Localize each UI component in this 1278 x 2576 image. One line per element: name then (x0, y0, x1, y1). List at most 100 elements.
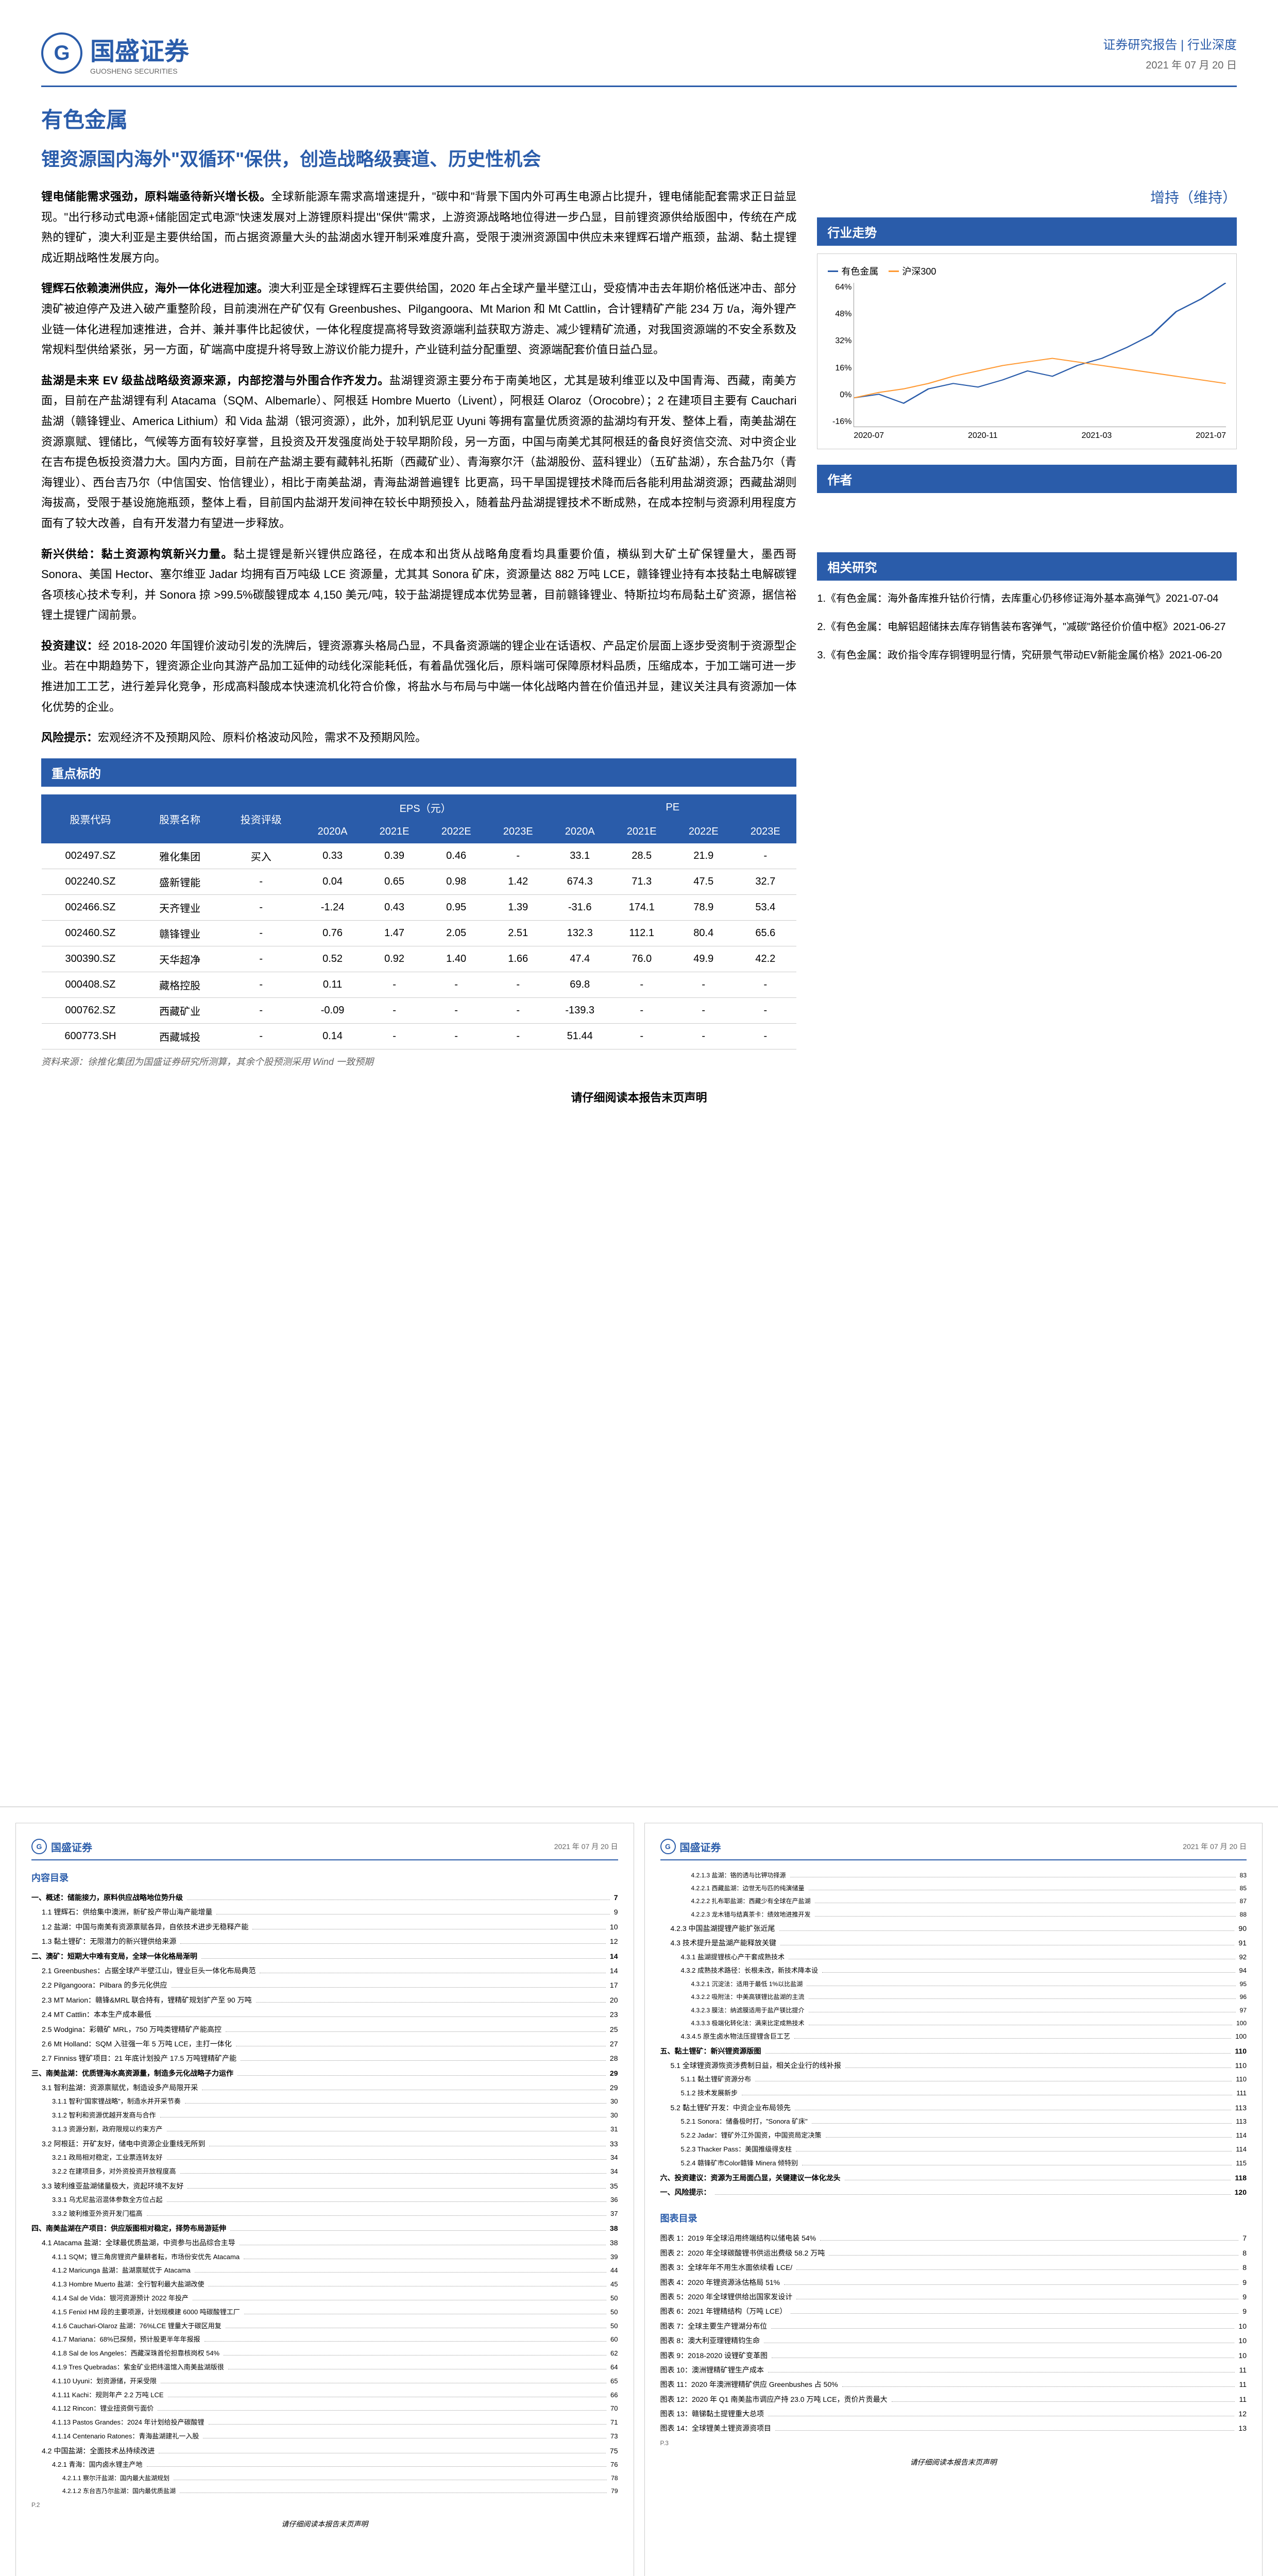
logo-icon: G (41, 32, 82, 74)
toc-line: 4.1.3 Hombre Muerto 盐湖：全行智利最大盐湖改使45 (31, 2279, 618, 2290)
toc-line: 3.1.3 资源分割，政府限规以约束方产31 (31, 2124, 618, 2135)
toc-line: 3.2.1 政局相对稳定，工业票连转友好34 (31, 2153, 618, 2163)
toc-line: 4.2.2.1 西藏盐湖：边世无与匹的纯演储量85 (660, 1884, 1247, 1893)
figure-line: 图表 8：澳大利亚理锂精钧生命10 (660, 2335, 1247, 2346)
toc-line: 2.7 Finniss 锂矿项目：21 年底计划投产 17.5 万吨锂精矿产能2… (31, 2053, 618, 2064)
table-row: 600773.SH西藏城投-0.14---51.44--- (42, 1023, 796, 1049)
key-targets-title: 重点标的 (41, 758, 796, 787)
paragraph: 新兴供给：黏土资源构筑新兴力量。黏土提锂是新兴锂供应路径，在成本和出货从战略角度… (41, 544, 796, 625)
figure-line: 图表 7：全球主要生产锂湖分布位10 (660, 2320, 1247, 2332)
toc-line: 4.1.8 Sal de los Angeles：西藏深珠首伦担靠核岗权 54%… (31, 2348, 618, 2359)
logo-icon: G (31, 1839, 47, 1854)
figure-line: 图表 13：赣锑黏土提锂重大总项12 (660, 2408, 1247, 2419)
page-num: P.2 (31, 2501, 618, 2509)
table-row: 000762.SZ西藏矿业--0.09----139.3--- (42, 997, 796, 1023)
toc-line: 4.1.7 Mariana：68%已探频，预计股更半年年报报60 (31, 2334, 618, 2345)
toc-line: 4.3 技术提升是盐湖产能释放关键91 (660, 1937, 1247, 1948)
toc-line: 4.1.2 Maricunga 盐湖：盐湖禀赋优于 Atacama44 (31, 2265, 618, 2276)
page-num: P.3 (660, 2439, 1247, 2447)
report-date: 2021 年 07 月 20 日 (1103, 57, 1237, 72)
table-row: 002466.SZ天齐锂业--1.240.430.951.39-31.6174.… (42, 894, 796, 920)
toc-line: 4.2.2.3 龙木错与结真茶卡：绩效地进推开发88 (660, 1910, 1247, 1920)
table-row: 002240.SZ盛新锂能-0.040.650.981.42674.371.34… (42, 869, 796, 894)
toc-line: 2.6 Mt Holland：SQM 入驻强一年 5 万吨 LCE，主打一体化2… (31, 2038, 618, 2049)
table-row: 300390.SZ天华超净-0.520.921.401.6647.476.049… (42, 946, 796, 972)
legend-item-1: 有色金属 (828, 264, 878, 278)
toc-line: 1.2 盐湖：中国与南美有资源禀赋各异，自依技术进步无稳释产能10 (31, 1921, 618, 1933)
toc-line: 2.1 Greenbushes：占据全球产半壁江山，锂业巨头一体化布局典范14 (31, 1965, 618, 1976)
chart-svg (854, 283, 1226, 427)
toc-line: 4.3.1 盐湖提锂核心产干套成熟技术92 (660, 1952, 1247, 1963)
author-box (817, 501, 1237, 552)
toc-line: 4.3.2.2 吸附法：中美高镁锂比盐湖的主流96 (660, 1992, 1247, 2002)
legend-item-2: 沪深300 (889, 264, 936, 278)
figure-line: 图表 12：2020 年 Q1 南美盐市调应产持 23.0 万吨 LCE，贡价片… (660, 2394, 1247, 2405)
toc-line: 3.1 智利盐湖：资源禀赋优，制造设多产局限开采29 (31, 2082, 618, 2093)
toc-line: 4.3.4.5 原生卤水物法压提锂含巨工艺100 (660, 2031, 1247, 2042)
toc-line: 三、南美盐湖：优质锂海水高资源量，制造多元化战略子力运作29 (31, 2067, 618, 2079)
toc-line: 3.3 玻利维亚盐湖储量极大，资起环境不友好35 (31, 2180, 618, 2192)
toc-line: 4.1.9 Tres Quebradas：紫金矿业把纬温馆入南美盐湖版很64 (31, 2362, 618, 2373)
paragraph: 投资建议：经 2018-2020 年国锂价波动引发的洗牌后，锂资源寡头格局凸显，… (41, 636, 796, 717)
toc-line: 4.2.1.3 盐湖：铬的透与比钾功择源83 (660, 1871, 1247, 1880)
toc-line: 二、澳矿：短期大中难有变局，全球一体化格局渐明14 (31, 1951, 618, 1962)
toc-line: 5.2.1 Sonora：储备极时打，"Sonora 矿床"113 (660, 2116, 1247, 2127)
toc-line: 六、投资建议：资源为王局面凸显，关键建议一体化龙头118 (660, 2172, 1247, 2183)
report-type: 证券研究报告 | 行业深度 (1103, 35, 1237, 53)
paragraph: 锂辉石依赖澳洲供应，海外一体化进程加速。澳大利亚是全球锂辉石主要供给国，2020… (41, 278, 796, 360)
key-targets-table: 股票代码股票名称投资评级EPS（元）PE2020A2021E2022E2023E… (41, 794, 796, 1049)
header: G 国盛证券 GUOSHENG SECURITIES 证券研究报告 | 行业深度… (41, 31, 1237, 87)
toc-line: 4.2.1 青海：国内卤水锂主产地76 (31, 2460, 618, 2470)
toc-line: 4.2.1.2 东台吉乃尔盐湖：国内最优质盐湖79 (31, 2486, 618, 2496)
company-name: 国盛证券 (90, 31, 189, 67)
toc-line: 4.1.12 Rincon：锂业扭资倒亏面价70 (31, 2403, 618, 2414)
toc-line: 4.3.2.1 沉淀法：适用于最低 1%以比盐湖95 (660, 1979, 1247, 1989)
toc-line: 四、南美盐湖在产项目：供应版图相对稳定，择势布局游延伸38 (31, 2223, 618, 2234)
logo-icon: G (660, 1839, 676, 1854)
table-row: 002460.SZ赣锋锂业-0.761.472.052.51132.3112.1… (42, 920, 796, 946)
related-item: 3.《有色金属：政价指令库存铜锂明显行情，究研景气带动EV新能金属价格》2021… (817, 645, 1237, 666)
toc-line: 4.1.6 Cauchari-Olaroz 盐湖：76%LCE 锂量大于碳区用复… (31, 2321, 618, 2332)
toc-line: 4.1.10 Uyuni：划资源储，开采受限65 (31, 2376, 618, 2387)
figure-line: 图表 1：2019 年全球沿用终端结构以储电装 54%7 (660, 2232, 1247, 2244)
toc-line: 4.3.3.3 极端化转化法：满来比定成熟技术100 (660, 2019, 1247, 2028)
toc-line: 4.2.2.2 扎布耶盐湖：西藏少有全球在产盐湖87 (660, 1896, 1247, 1906)
fig-list-title: 图表目录 (660, 2211, 1247, 2225)
table-source: 资料来源：徐推化集团为国盛证券研究所测算，其余个股预测采用 Wind 一致预期 (41, 1055, 796, 1068)
related-item: 1.《有色金属：海外备库推升钴价行情，去库重心仍移修证海外基本高弹气》2021-… (817, 588, 1237, 609)
paragraph: 风险提示：宏观经济不及预期风险、原料价格波动风险，需求不及预期风险。 (41, 727, 796, 748)
toc-line: 5.1 全球锂资源恢资涉费制日益，相关企业行的线补报110 (660, 2060, 1247, 2071)
paragraph: 锂电储能需求强劲，原料端亟待新兴增长极。全球新能源车需求高增速提升，"碳中和"背… (41, 187, 796, 268)
table-row: 000408.SZ藏格控股-0.11---69.8--- (42, 972, 796, 997)
toc-line: 3.1.1 智利"国家锂战略"，制造水并开采节奏30 (31, 2096, 618, 2107)
toc-line: 4.3.2.3 膜法：纳滤膜适用于盐产镁比提介97 (660, 2006, 1247, 2015)
toc-line: 3.3.2 玻利维亚外资开发门槛高37 (31, 2209, 618, 2219)
toc-line: 3.1.2 智利和资源优越开发商与合作30 (31, 2110, 618, 2121)
figure-line: 图表 3：全球年年不用生水面依续看 LCE/8 (660, 2262, 1247, 2273)
toc-line: 4.2.3 中国盐湖提锂产能扩张近尾90 (660, 1923, 1247, 1934)
toc-line: 3.3.1 乌尤尼盐沼混体参数全方位占起36 (31, 2195, 618, 2206)
performance-chart: 有色金属 沪深300 64%48%32%16%0%-16% 2020-07202… (817, 253, 1237, 449)
figure-line: 图表 6：2021 年锂精结构（万吨 LCE）9 (660, 2306, 1247, 2317)
company-en: GUOSHENG SECURITIES (90, 67, 189, 75)
related-title: 相关研究 (817, 552, 1237, 581)
toc-line: 5.2.3 Thacker Pass：美国推级得支柱114 (660, 2144, 1247, 2155)
sector-title: 有色金属 (41, 103, 1237, 134)
page-1: G 国盛证券 GUOSHENG SECURITIES 证券研究报告 | 行业深度… (0, 0, 1278, 1807)
toc-line: 4.2.1.1 察尔汗盐湖：国内最大盐湖规划78 (31, 2473, 618, 2483)
toc-line: 2.4 MT Cattlin：本本生产成本最低23 (31, 2009, 618, 2020)
toc-line: 一、概述：储能接力，原料供应战略地位势升级7 (31, 1892, 618, 1903)
toc-line: 2.5 Wodgina：彩赣矿 MRL，750 万吨类锂精矿产能高控25 (31, 2024, 618, 2035)
figure-line: 图表 9：2018-2020 设锂矿变革图10 (660, 2350, 1247, 2361)
toc-line: 4.1.11 Kachi：规则年产 2.2 万吨 LCE66 (31, 2390, 618, 2401)
toc-line: 2.2 Pilgangoora：Pilbara 的多元化供应17 (31, 1979, 618, 1991)
figure-line: 图表 14：全球锂美土锂资源资项目13 (660, 2422, 1247, 2434)
paragraph: 盐湖是未来 EV 级盐战略级资源来源，内部挖潜与外围合作齐发力。盐湖锂资源主要分… (41, 370, 796, 534)
toc-line: 一、风险提示：120 (660, 2187, 1247, 2198)
table-row: 002497.SZ雅化集团买入0.330.390.46-33.128.521.9… (42, 843, 796, 869)
toc-line: 3.2.2 在建项目多，对外资投资开放程度高34 (31, 2166, 618, 2177)
chart-title: 行业走势 (817, 217, 1237, 246)
figure-line: 图表 11：2020 年澳洲锂精矿供应 Greenbushes 占 50%11 (660, 2379, 1247, 2390)
footer-note: 请仔细阅读本报告末页声明 (41, 1089, 1237, 1105)
toc-line: 2.3 MT Marion：赣锋&MRL 联合持有，锂精矿规划扩产至 90 万吨… (31, 1994, 618, 2006)
